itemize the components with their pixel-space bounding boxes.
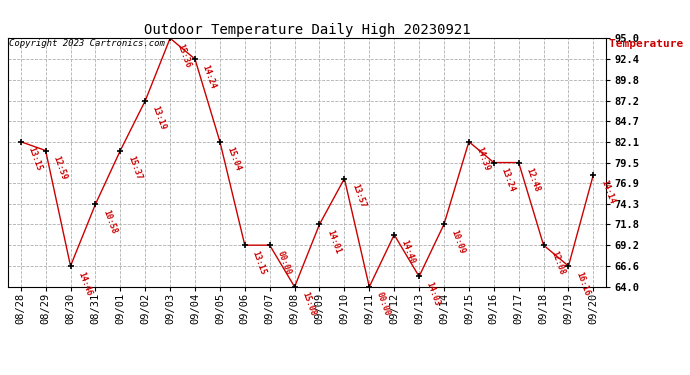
Text: Temperature (°F): Temperature (°F) — [609, 39, 690, 50]
Text: 13:24: 13:24 — [500, 167, 516, 193]
Text: 10:58: 10:58 — [101, 209, 118, 235]
Text: 15:04: 15:04 — [226, 146, 242, 172]
Text: 12:08: 12:08 — [549, 249, 566, 276]
Text: 14:14: 14:14 — [599, 179, 616, 206]
Text: 12:48: 12:48 — [524, 167, 541, 193]
Text: 10:09: 10:09 — [450, 228, 466, 255]
Text: 14:01: 14:01 — [325, 228, 342, 255]
Text: 00:00: 00:00 — [275, 249, 293, 276]
Text: Copyright 2023 Cartronics.com: Copyright 2023 Cartronics.com — [9, 39, 165, 48]
Text: 13:15: 13:15 — [250, 249, 267, 276]
Text: 13:57: 13:57 — [350, 183, 367, 209]
Text: 13:19: 13:19 — [151, 105, 168, 132]
Text: 12:59: 12:59 — [51, 155, 68, 181]
Text: 15:08: 15:08 — [300, 291, 317, 318]
Text: 14:39: 14:39 — [475, 146, 491, 172]
Text: 15:36: 15:36 — [176, 42, 193, 69]
Text: 14:03: 14:03 — [424, 280, 442, 307]
Text: 00:00: 00:00 — [375, 291, 392, 318]
Text: 14:46: 14:46 — [76, 270, 93, 297]
Text: 16:16: 16:16 — [574, 270, 591, 297]
Text: 15:37: 15:37 — [126, 155, 143, 181]
Text: 14:40: 14:40 — [400, 239, 417, 266]
Text: 13:15: 13:15 — [26, 146, 43, 172]
Text: 14:24: 14:24 — [201, 63, 217, 90]
Title: Outdoor Temperature Daily High 20230921: Outdoor Temperature Daily High 20230921 — [144, 23, 471, 37]
